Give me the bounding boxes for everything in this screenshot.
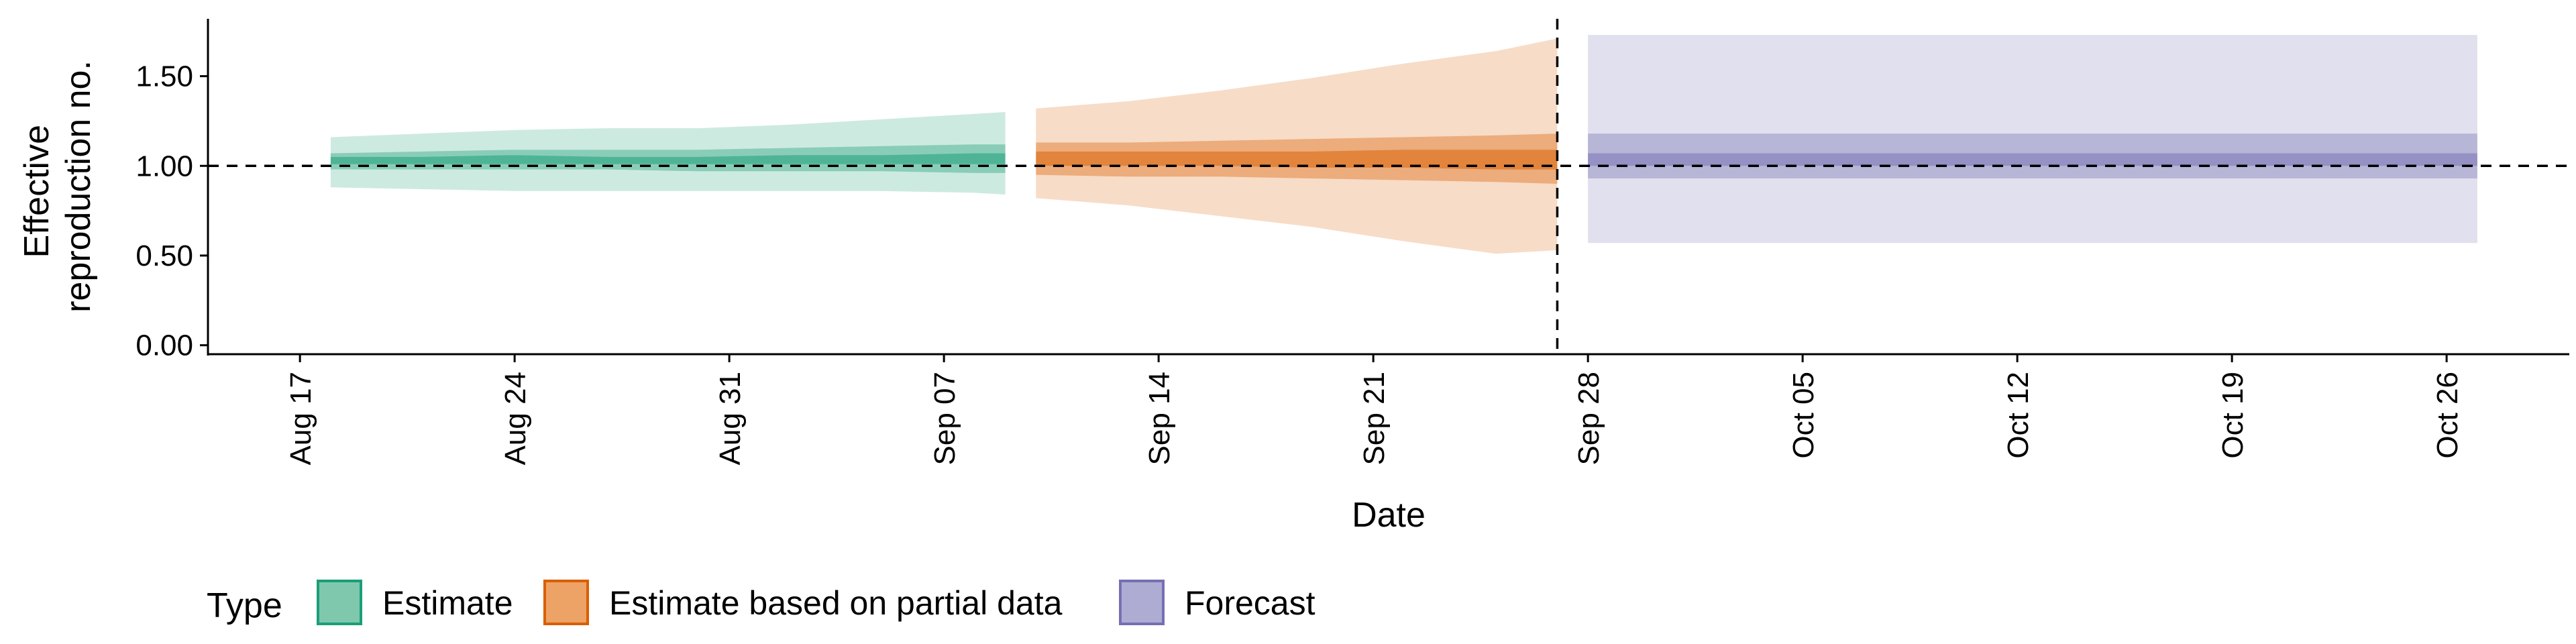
x-tick-label: Aug 31 xyxy=(714,372,747,465)
axes: 0.00 0.50 1.00 1.50 Aug 17 Aug 24 Aug 31 Sep 07… xyxy=(136,19,2569,465)
y-axis-title-line-2: reproduction no. xyxy=(59,60,98,313)
legend-items: Estimate Estimate based on partial data Fo… xyxy=(317,580,1316,625)
series-1-ribbons xyxy=(330,112,1006,195)
x-tick-label: Oct 19 xyxy=(2216,372,2249,459)
series-2-ci90-band xyxy=(1036,38,1558,254)
legend-label: Forecast xyxy=(1185,584,1316,622)
x-axis-title: Date xyxy=(1352,496,1426,535)
legend-swatch xyxy=(317,580,362,625)
x-tick-label: Aug 17 xyxy=(284,372,317,465)
series-3-ribbons xyxy=(1588,35,2477,244)
x-tick-label: Sep 28 xyxy=(1572,372,1605,465)
legend: Type Estimate Estimate based on partial d… xyxy=(207,580,1316,625)
y-axis-title-line-1: Effective xyxy=(17,125,56,258)
legend-item: Forecast xyxy=(1119,580,1316,625)
x-tick-label: Aug 24 xyxy=(499,372,532,465)
series-1-ci90-band xyxy=(330,112,1006,195)
y-tick-label: 1.00 xyxy=(136,150,193,182)
legend-swatch xyxy=(1119,580,1165,625)
y-tick-label: 0.50 xyxy=(136,239,193,272)
y-axis-title: Effective reproduction no. xyxy=(17,60,98,313)
legend-label: Estimate based on partial data xyxy=(609,584,1063,622)
series-3-ci90-band xyxy=(1588,35,2477,244)
y-tick-label: 0.00 xyxy=(136,329,193,362)
series-3-ci20-band xyxy=(1588,153,2477,166)
y-tick-label: 1.50 xyxy=(136,60,193,93)
series-2-ribbons xyxy=(1036,38,1558,254)
x-tick-label: Oct 26 xyxy=(2431,372,2464,459)
x-tick-label: Sep 21 xyxy=(1358,372,1391,465)
x-tick-label: Sep 14 xyxy=(1143,372,1176,465)
legend-item: Estimate xyxy=(317,580,513,625)
x-tick-label: Oct 12 xyxy=(2002,372,2035,459)
x-tick-label: Sep 07 xyxy=(928,372,961,465)
legend-swatch xyxy=(543,580,589,625)
legend-label: Estimate xyxy=(382,584,513,622)
series-2-ci20-band xyxy=(1036,150,1558,170)
series-1-ci20-band xyxy=(330,153,1006,164)
legend-item: Estimate based on partial data xyxy=(543,580,1063,625)
legend-title: Type xyxy=(207,586,282,625)
x-tick-label: Oct 05 xyxy=(1787,372,1820,459)
plot-area: 0.00 0.50 1.00 1.50 Aug 17 Aug 24 Aug 31 Sep 07… xyxy=(136,19,2569,465)
ribbon-layer xyxy=(330,35,2477,254)
